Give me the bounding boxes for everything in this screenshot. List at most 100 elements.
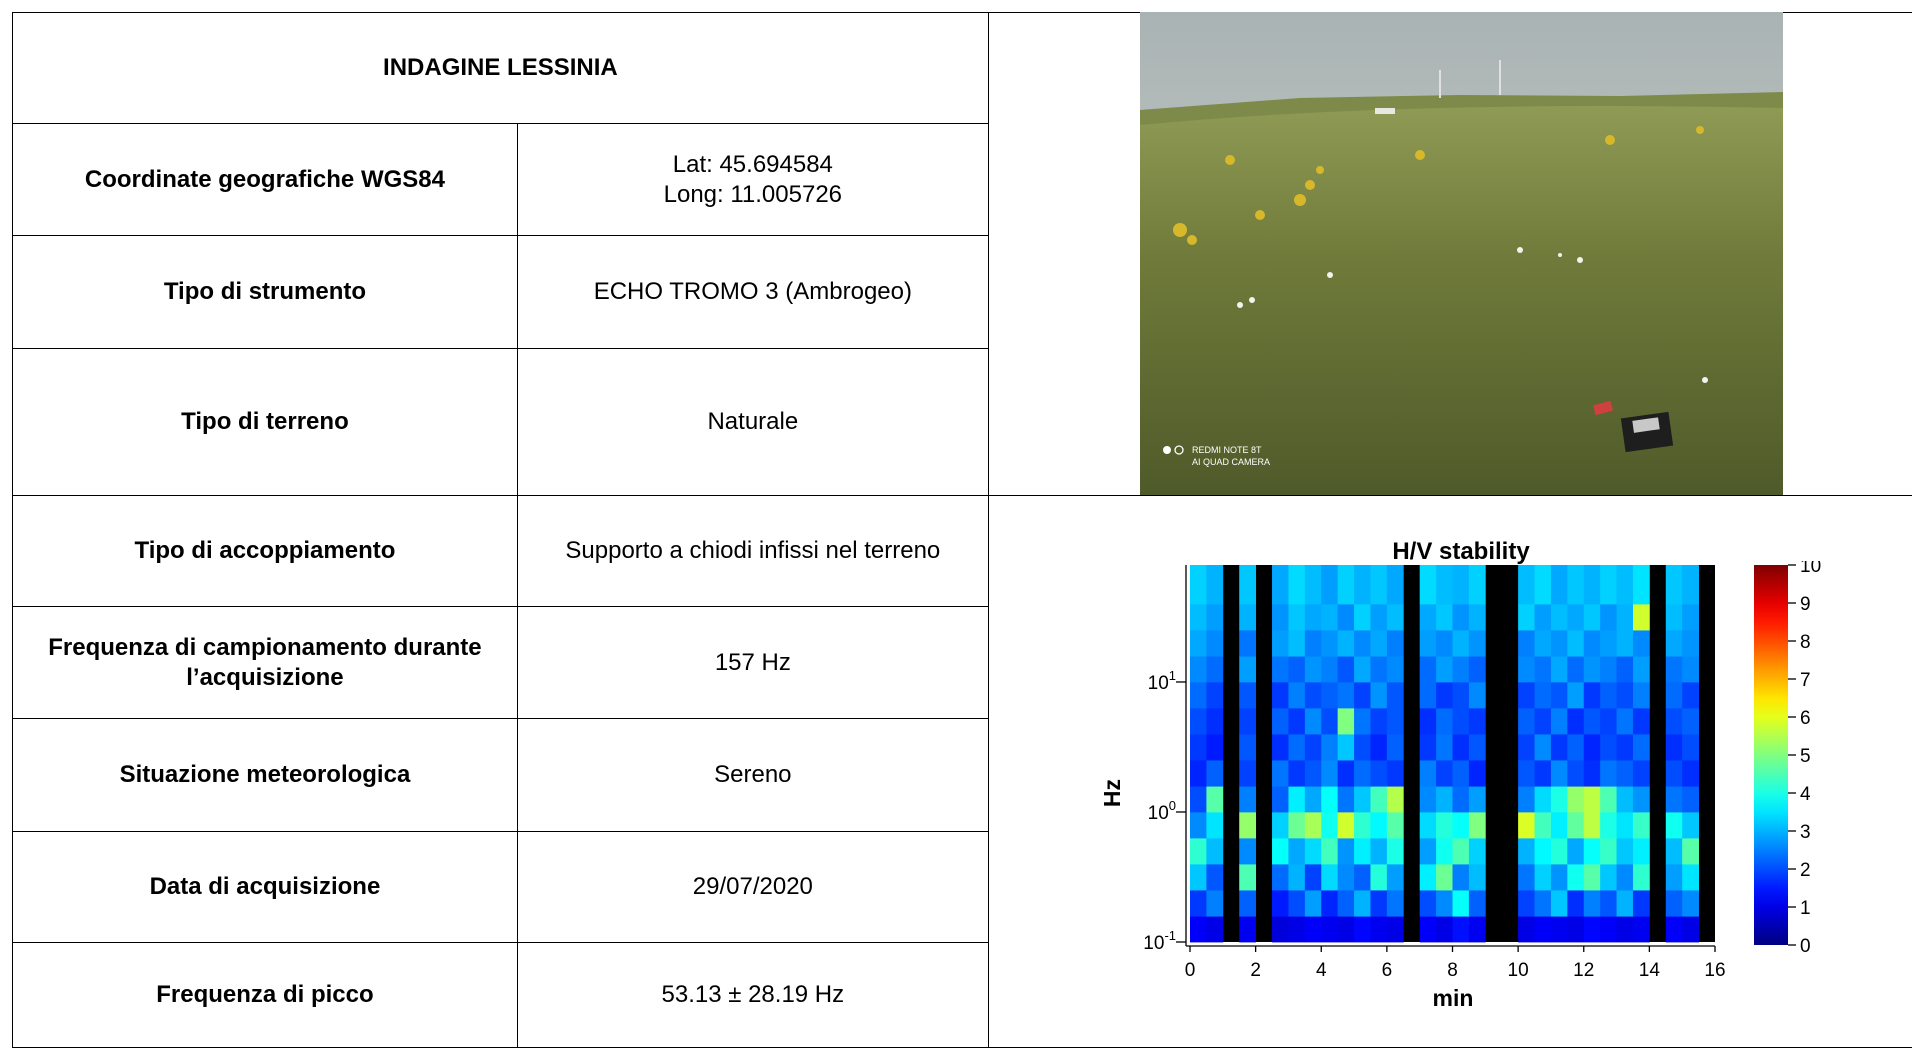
heat-cell (1206, 916, 1224, 943)
heat-cell (1206, 630, 1224, 657)
heat-cell (1239, 707, 1257, 735)
heat-cell (1386, 916, 1404, 943)
heat-cell (1518, 837, 1535, 865)
heat-cell (1206, 786, 1224, 813)
heat-cell (1419, 811, 1437, 839)
heat-cell (1239, 681, 1257, 709)
heat-cell (1370, 786, 1388, 813)
heat-cell (1452, 681, 1470, 709)
heat-cell (1288, 916, 1306, 943)
heat-cell (1304, 734, 1322, 761)
heat-cell (1468, 890, 1486, 917)
row-label: Frequenza di picco (12, 942, 518, 1048)
heat-cell (1534, 890, 1552, 917)
heat-cell (1567, 603, 1585, 631)
heat-cell (1206, 656, 1224, 683)
heat-cell (1206, 811, 1224, 839)
heat-cell (1239, 565, 1257, 605)
colorbar-tick-label: 6 (1800, 708, 1811, 729)
heat-cell (1321, 707, 1339, 735)
heat-cell (1682, 786, 1699, 813)
heat-cell (1632, 837, 1650, 865)
heat-cell (1354, 707, 1371, 735)
tick-exponent: 1 (1169, 668, 1176, 683)
heat-cell (1288, 837, 1306, 865)
heat-cell (1452, 603, 1470, 631)
heat-cell (1665, 811, 1683, 839)
tick-base: 10 (1143, 933, 1164, 954)
heat-cell (1337, 811, 1355, 839)
heat-cell (1436, 837, 1453, 865)
tick-exponent: 0 (1169, 798, 1176, 813)
heat-cell (1288, 565, 1306, 605)
heat-cell (1632, 890, 1650, 917)
heat-cell (1632, 681, 1650, 709)
heat-cell (1304, 811, 1322, 839)
heat-cell (1550, 734, 1568, 761)
heat-cell (1518, 864, 1535, 891)
heat-cell (1682, 681, 1699, 709)
heat-cell (1354, 681, 1371, 709)
heat-cell (1370, 707, 1388, 735)
heat-cell (1600, 811, 1617, 839)
heat-cell (1370, 603, 1388, 631)
heat-cell (1600, 760, 1617, 787)
heat-cell (1337, 837, 1355, 865)
heat-cell (1386, 734, 1404, 761)
heat-cell (1534, 681, 1552, 709)
heat-cell (1616, 630, 1634, 657)
heat-cell (1304, 890, 1322, 917)
heat-cell (1567, 734, 1585, 761)
heat-cell (1337, 734, 1355, 761)
heat-cell (1452, 811, 1470, 839)
heat-cell (1288, 656, 1306, 683)
heat-cell (1190, 681, 1207, 709)
heat-cell (1337, 565, 1355, 605)
heat-cell (1337, 786, 1355, 813)
heat-cell (1436, 707, 1453, 735)
heat-cell (1616, 786, 1634, 813)
heat-cell (1370, 656, 1388, 683)
heat-cell (1600, 734, 1617, 761)
heat-cell (1354, 656, 1371, 683)
heat-cell (1682, 811, 1699, 839)
heat-cell (1304, 864, 1322, 891)
heat-cell (1600, 786, 1617, 813)
heat-cell (1272, 734, 1289, 761)
heat-cell (1190, 890, 1207, 917)
heat-cell (1583, 837, 1601, 865)
heat-cell (1518, 734, 1535, 761)
heat-cell (1583, 786, 1601, 813)
heat-cell (1632, 864, 1650, 891)
heat-cell (1452, 916, 1470, 943)
heat-cell (1321, 630, 1339, 657)
watermark: AI QUAD CAMERA (1192, 457, 1270, 467)
colorbar-tick-label: 7 (1800, 670, 1811, 691)
heat-cell (1600, 603, 1617, 631)
row-label: Coordinate geografiche WGS84 (12, 123, 518, 236)
heat-cell (1567, 916, 1585, 943)
table-row: Situazione meteorologica Sereno (12, 718, 1912, 832)
heat-cell (1583, 916, 1601, 943)
heat-cell (1534, 760, 1552, 787)
heat-cell (1206, 681, 1224, 709)
heat-cell (1550, 603, 1568, 631)
y-tick-label: 10-1 (1143, 928, 1176, 954)
heat-cell (1468, 760, 1486, 787)
heat-cell (1468, 786, 1486, 813)
heat-cell (1468, 811, 1486, 839)
heat-cell (1567, 760, 1585, 787)
heat-cell (1600, 916, 1617, 943)
heat-cell (1436, 786, 1453, 813)
heat-cell (1616, 864, 1634, 891)
heat-cell (1354, 760, 1371, 787)
heat-cell (1583, 656, 1601, 683)
x-tick-label: 12 (1573, 960, 1594, 981)
heat-cell (1682, 656, 1699, 683)
heat-cell (1288, 734, 1306, 761)
heat-cell (1337, 681, 1355, 709)
heat-cell (1518, 890, 1535, 917)
heat-cell (1190, 916, 1207, 943)
heat-cell (1534, 630, 1552, 657)
heat-cell (1288, 630, 1306, 657)
